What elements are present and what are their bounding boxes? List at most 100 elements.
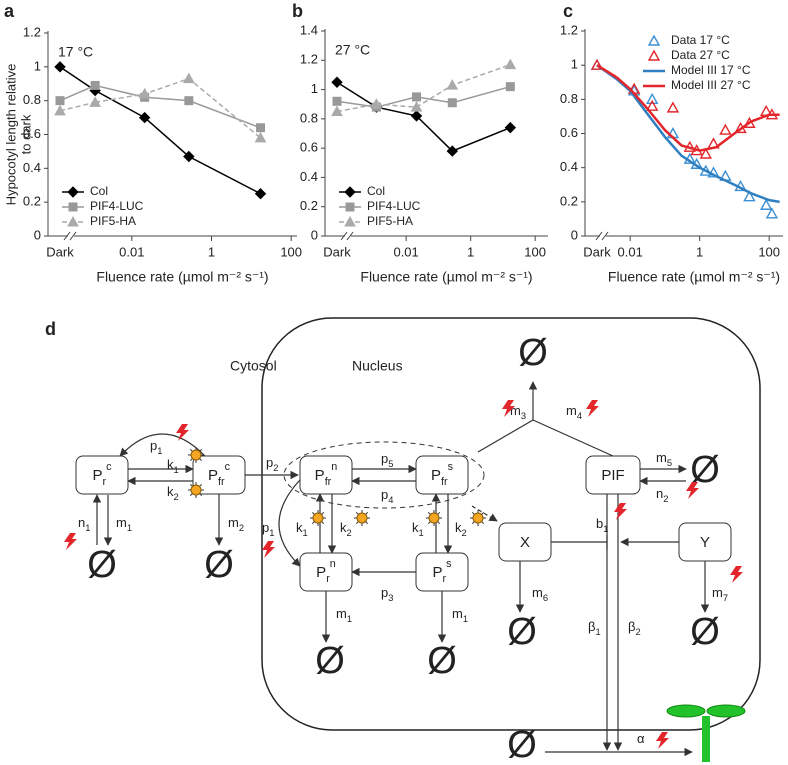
rate-label-sub: 1 [347, 614, 352, 624]
node-box [678, 522, 732, 562]
dark-point [54, 61, 66, 73]
rate-label-base: m [532, 585, 543, 600]
rate-label: m5 [656, 450, 672, 468]
sun-icon [472, 512, 484, 524]
legend-marker [345, 202, 355, 212]
rate-label-sub: 1 [85, 523, 90, 533]
data-point [183, 150, 195, 163]
rate-label-sub: 1 [303, 528, 308, 538]
rate-label-base: b [596, 516, 603, 531]
node-label-sub: r [443, 573, 447, 585]
data-point [699, 147, 712, 159]
y-tick-label: 0 [34, 227, 41, 242]
y-tick-label: 1.4 [300, 22, 318, 37]
series-line [94, 84, 261, 129]
dark-connector [59, 66, 96, 92]
rate-label-sub: 1 [127, 523, 132, 533]
data-point [446, 145, 459, 157]
dark-connector [596, 64, 617, 79]
rate-label-sub: 2 [462, 528, 467, 538]
dark-connector [59, 84, 96, 102]
rate-label: m2 [228, 515, 244, 533]
dark-point [331, 76, 343, 88]
data-point [184, 96, 194, 106]
rate-label: k1 [412, 520, 424, 538]
legend-marker [67, 215, 79, 227]
x-tick-label: 1 [208, 244, 215, 259]
rate-label-base: p [381, 585, 388, 600]
legend-marker [647, 49, 661, 61]
rate-label: β1 [588, 619, 601, 637]
rate-label-sub: 1 [174, 465, 179, 475]
x-tick-label: 100 [758, 244, 780, 259]
rate-label-base: m [566, 403, 577, 418]
legend-label: Data 27 °C [671, 48, 730, 62]
node-label-sup: s [448, 461, 454, 473]
x-tick-label: 0.01 [393, 244, 418, 259]
y-tick-label: 0.6 [23, 126, 41, 141]
rate-label: p5 [381, 451, 393, 469]
null-sink: Ø [518, 332, 548, 374]
null-sink: Ø [87, 544, 117, 586]
panel-label: d [45, 319, 56, 339]
legend-marker [68, 202, 78, 212]
seedling-icon [666, 704, 746, 762]
data-point [183, 72, 195, 84]
y-tick-label: 0.6 [300, 140, 318, 155]
rate-label: k2 [340, 520, 352, 538]
sun-icon [428, 512, 440, 524]
rate-label-sub: 2 [273, 463, 278, 473]
rate-label-sub: 4 [388, 495, 393, 505]
rate-label-base: k [340, 520, 347, 535]
node-label-base: P [92, 467, 102, 484]
rate-label: b1 [596, 516, 608, 534]
data-point [765, 207, 779, 219]
rate-label: p3 [381, 585, 393, 603]
rate-label: p1 [150, 438, 162, 456]
rate-label-base: k [455, 520, 462, 535]
y-tick-label: 0.8 [560, 91, 578, 106]
data-point [743, 116, 756, 128]
rate-label-base: p [150, 438, 157, 453]
rate-label-sub: 1 [595, 627, 600, 637]
node-label-base: P [431, 467, 441, 484]
series-line [376, 63, 511, 108]
data-point [504, 121, 517, 134]
y-tick-label: 0.2 [560, 193, 578, 208]
rate-label-sub: 4 [577, 411, 582, 421]
node-label-base: X [520, 534, 530, 551]
data-point [410, 101, 423, 112]
rate-label-base: β [588, 619, 595, 634]
rate-label: m1 [336, 606, 352, 624]
null-sink: Ø [690, 611, 720, 653]
rate-label-base: n [78, 515, 85, 530]
rate-label: m1 [116, 515, 132, 533]
data-point [645, 92, 659, 105]
null-sink: Ø [315, 640, 345, 682]
data-point [256, 123, 266, 133]
data-point [504, 58, 517, 70]
rate-label: k1 [167, 457, 179, 475]
node-label-base: P [315, 467, 325, 484]
rate-label-sub: 3 [521, 411, 526, 421]
axis-break [63, 231, 71, 241]
light-icon [64, 533, 77, 550]
y-tick-label: 0 [311, 227, 318, 242]
y-axis-label: Hypocotyl length relative [3, 64, 18, 206]
rate-label-sub: 2 [174, 492, 179, 502]
node-label-base: P [208, 467, 218, 484]
rate-label-base: k [167, 457, 174, 472]
node-label: Prc [92, 461, 112, 488]
node-label-sup: n [330, 558, 336, 570]
x-tick-label: 0.01 [119, 244, 144, 259]
y-tick-label: 0.4 [300, 169, 318, 184]
node-label-base: PIF [601, 467, 624, 484]
rate-label: p4 [381, 487, 393, 505]
arrows [92, 381, 710, 757]
rate-label-base: k [412, 520, 419, 535]
node-box [75, 455, 129, 495]
x-axis-label: Fluence rate (µmol m⁻² s⁻¹) [608, 269, 780, 285]
rate-label: k2 [455, 520, 467, 538]
node-box [299, 455, 353, 495]
data-point [505, 82, 515, 92]
